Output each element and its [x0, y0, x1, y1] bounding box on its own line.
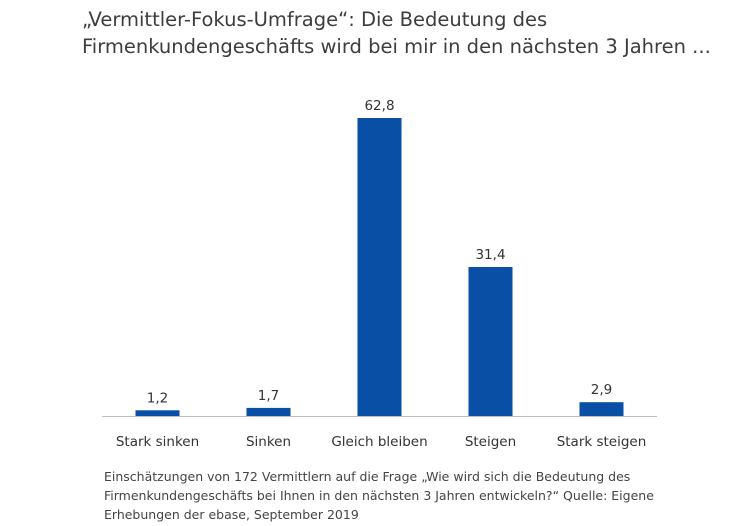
source-footnote: Einschätzungen von 172 Vermittlern auf d…	[104, 467, 724, 524]
chart-title: „Vermittler-Fokus-Umfrage“: Die Bedeutun…	[82, 6, 722, 60]
category-label-2: Gleich bleiben	[331, 434, 427, 450]
value-label-4: 2,9	[591, 382, 612, 398]
value-label-0: 1,2	[147, 390, 168, 406]
bars-layer	[135, 118, 624, 416]
value-label-2: 62,8	[364, 98, 394, 114]
bar-1	[246, 407, 291, 416]
chart-title-line-1: „Vermittler-Fokus-Umfrage“: Die Bedeutun…	[82, 8, 548, 31]
bar-3	[468, 267, 513, 416]
category-label-3: Steigen	[465, 434, 516, 450]
footnote-line-3: Erhebungen der ebase, September 2019	[104, 507, 359, 522]
value-label-1: 1,7	[258, 388, 279, 404]
category-label-1: Sinken	[246, 434, 291, 450]
bar-0	[135, 410, 180, 416]
labels-layer: 1,2 Stark sinken 1,7 Sinken 62,8 Gleich bleib…	[116, 98, 646, 450]
chart-title-line-2: Firmenkundengeschäfts wird bei mir in de…	[82, 35, 711, 58]
value-label-3: 31,4	[475, 247, 505, 263]
bar-4	[579, 402, 624, 416]
footnote-line-1: Einschätzungen von 172 Vermittlern auf d…	[104, 469, 631, 484]
category-label-4: Stark steigen	[557, 434, 647, 450]
footnote-line-2: Firmenkundengeschäfts bei Ihnen in den n…	[104, 488, 654, 503]
category-label-0: Stark sinken	[116, 434, 199, 450]
bar-2	[357, 118, 402, 416]
